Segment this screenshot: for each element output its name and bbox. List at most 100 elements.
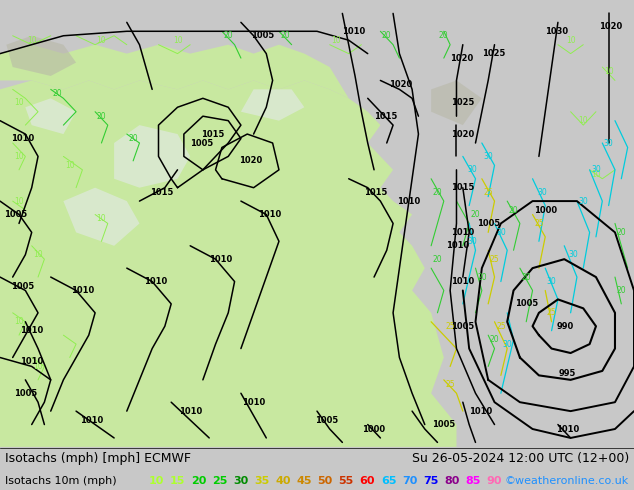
Text: 1005: 1005 (252, 31, 275, 40)
Text: 1010: 1010 (11, 134, 34, 143)
Text: 30: 30 (547, 277, 557, 286)
Text: 85: 85 (465, 475, 481, 486)
Text: 10: 10 (14, 196, 24, 206)
Text: 10: 10 (578, 116, 588, 125)
Text: 1010: 1010 (209, 255, 232, 264)
Text: 1000: 1000 (534, 205, 557, 215)
Text: 20: 20 (382, 31, 392, 40)
Text: 1010: 1010 (144, 277, 167, 286)
Text: 30: 30 (604, 139, 614, 147)
Text: 1010: 1010 (398, 196, 420, 206)
Text: 25: 25 (496, 322, 506, 331)
Text: 40: 40 (275, 475, 291, 486)
Text: 25: 25 (483, 188, 493, 196)
Text: 1010: 1010 (446, 241, 469, 250)
Text: 1015: 1015 (374, 112, 397, 121)
Text: 1015: 1015 (451, 183, 474, 192)
Text: 1025: 1025 (451, 98, 474, 107)
Text: Su 26-05-2024 12:00 UTC (12+00): Su 26-05-2024 12:00 UTC (12+00) (411, 452, 629, 466)
Text: 20: 20 (489, 335, 500, 344)
Text: 10: 10 (33, 362, 43, 371)
Text: 10: 10 (172, 36, 183, 45)
Text: 1010: 1010 (20, 326, 43, 335)
Text: 10: 10 (96, 215, 107, 223)
Text: 1005: 1005 (316, 416, 339, 424)
Text: 10: 10 (14, 152, 24, 161)
Text: 70: 70 (402, 475, 417, 486)
Text: 10: 10 (604, 67, 614, 76)
Text: 60: 60 (359, 475, 375, 486)
Polygon shape (63, 188, 139, 246)
Text: 1010: 1010 (71, 286, 94, 295)
Polygon shape (0, 80, 456, 447)
Text: 10: 10 (591, 170, 601, 179)
Text: 25: 25 (212, 475, 228, 486)
Text: 30: 30 (591, 165, 601, 174)
Text: 1030: 1030 (545, 27, 568, 36)
Text: 20: 20 (52, 89, 62, 98)
Polygon shape (0, 45, 349, 98)
Text: 20: 20 (521, 272, 531, 282)
Text: 30: 30 (496, 228, 506, 237)
Text: 1010: 1010 (20, 358, 43, 367)
Text: 10: 10 (33, 250, 43, 259)
Text: 1020: 1020 (389, 80, 412, 89)
Polygon shape (25, 98, 76, 134)
Polygon shape (431, 80, 482, 125)
Text: 20: 20 (280, 31, 290, 40)
Text: 20: 20 (223, 31, 233, 40)
Text: 1005: 1005 (4, 210, 27, 219)
Text: 45: 45 (297, 475, 312, 486)
Text: 1005: 1005 (477, 219, 500, 228)
Polygon shape (241, 89, 304, 121)
Text: 1005: 1005 (432, 420, 455, 429)
Text: 10: 10 (96, 36, 107, 45)
Text: 1010: 1010 (451, 277, 474, 286)
Text: 20: 20 (439, 31, 449, 40)
Text: 20: 20 (96, 112, 107, 121)
Text: 30: 30 (233, 475, 249, 486)
Text: 995: 995 (559, 368, 576, 378)
Text: 35: 35 (254, 475, 269, 486)
Text: 25: 25 (547, 308, 557, 318)
Text: 80: 80 (444, 475, 460, 486)
Text: 10: 10 (331, 36, 341, 45)
Text: 1015: 1015 (202, 129, 224, 139)
Text: 1010: 1010 (179, 407, 202, 416)
Text: 20: 20 (470, 210, 481, 219)
Text: 20: 20 (616, 228, 626, 237)
Text: 65: 65 (381, 475, 396, 486)
Text: 20: 20 (477, 272, 487, 282)
Text: Isotachs 10m (mph): Isotachs 10m (mph) (5, 475, 117, 486)
Text: 1005: 1005 (451, 322, 474, 331)
Text: 20: 20 (508, 205, 519, 215)
Text: 75: 75 (423, 475, 438, 486)
Text: 25: 25 (534, 219, 544, 228)
Text: 10: 10 (149, 475, 164, 486)
Text: 1010: 1010 (469, 407, 492, 416)
Text: Isotachs (mph) [mph] ECMWF: Isotachs (mph) [mph] ECMWF (5, 452, 191, 466)
Text: 30: 30 (569, 250, 579, 259)
Polygon shape (6, 36, 76, 76)
Text: 1015: 1015 (150, 188, 173, 196)
Text: 1025: 1025 (482, 49, 505, 58)
Text: 1005: 1005 (14, 389, 37, 398)
Text: 1020: 1020 (451, 129, 474, 139)
Text: 30: 30 (467, 237, 477, 246)
Text: 1005: 1005 (11, 281, 34, 291)
Text: 1010: 1010 (451, 228, 474, 237)
Text: 20: 20 (616, 286, 626, 295)
Text: 10: 10 (14, 317, 24, 326)
Text: 10: 10 (14, 98, 24, 107)
Text: 10: 10 (65, 161, 75, 170)
Text: 30: 30 (467, 165, 477, 174)
Text: 1010: 1010 (81, 416, 103, 424)
Text: 30: 30 (502, 340, 512, 348)
Text: 1010: 1010 (258, 210, 281, 219)
Text: 1005: 1005 (515, 299, 538, 308)
Text: 30: 30 (483, 152, 493, 161)
Text: 1010: 1010 (556, 424, 579, 434)
Text: 90: 90 (486, 475, 501, 486)
Text: 25: 25 (445, 380, 455, 389)
Text: 1005: 1005 (190, 139, 213, 147)
